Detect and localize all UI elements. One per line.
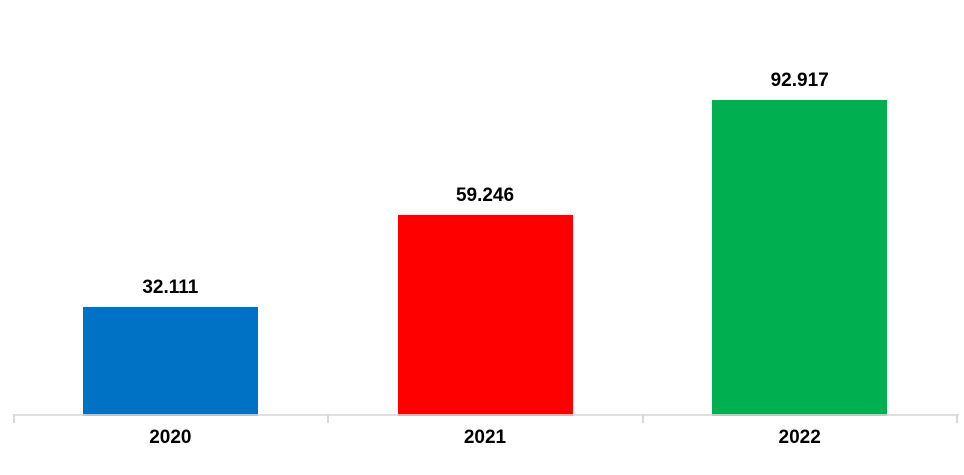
category-label-2022: 2022 (778, 427, 821, 448)
x-axis-labels: 2020 2021 2022 (13, 427, 957, 450)
x-axis-line (13, 414, 959, 416)
category-label-2021: 2021 (463, 427, 507, 448)
value-label-2021: 59.246 (455, 185, 515, 207)
bar-group-2020: 32.111 (13, 0, 328, 416)
x-axis-tick (956, 414, 958, 423)
x-axis-tick (327, 414, 329, 423)
bar-2020 (82, 307, 258, 416)
x-axis-tick (13, 414, 15, 423)
value-label-2022: 92.917 (770, 70, 829, 92)
plot-area: 32.111 59.246 92.917 (13, 0, 957, 416)
bar-2022 (712, 100, 888, 416)
bar-group-2021: 59.246 (328, 0, 643, 416)
value-label-2020: 32.111 (142, 277, 199, 299)
bar-2021 (397, 215, 573, 416)
bar-group-2022: 92.917 (642, 0, 957, 416)
category-label-2020: 2020 (149, 427, 192, 448)
x-axis-tick (642, 414, 644, 423)
